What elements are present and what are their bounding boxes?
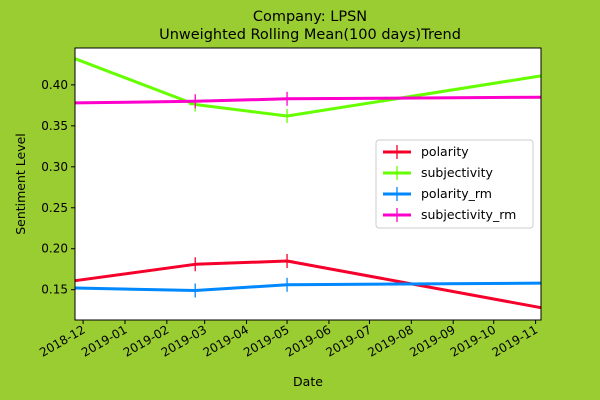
series-markers: [189, 91, 294, 298]
data-point-polarity: [281, 254, 294, 269]
plot-frame: [74, 47, 542, 321]
legend-item-polarity: polarity: [383, 144, 469, 159]
y-tick-label: 0.35: [41, 119, 68, 133]
data-point-polarity: [189, 257, 202, 272]
y-tick-label: 0.15: [41, 283, 68, 297]
y-axis-ticks: 0.15 0.20 0.25 0.30 0.35 0.40: [41, 78, 75, 297]
series-line-subjectivity_rm: [74, 95, 542, 105]
data-point-polarity_rm: [189, 283, 202, 298]
series-line-subjectivity: [74, 57, 542, 118]
legend: polarity subjectivity polarity_rm subjectiv…: [375, 139, 534, 229]
data-point-subjectivity: [281, 109, 294, 123]
y-tick-label: 0.40: [41, 78, 68, 92]
legend-box: [375, 139, 534, 229]
legend-label: subjectivity: [421, 165, 494, 180]
data-point-subjectivity_rm: [281, 91, 294, 106]
legend-label: subjectivity_rm: [421, 207, 516, 222]
y-axis-label: Sentiment Level: [13, 133, 28, 235]
legend-item-subjectivity: subjectivity: [383, 165, 494, 180]
legend-item-subjectivity_rm: subjectivity_rm: [383, 207, 516, 222]
chart-title: Company: LPSN: [253, 9, 367, 25]
x-axis-label: Date: [293, 374, 323, 389]
series-line-polarity_rm: [74, 281, 542, 292]
data-point-subjectivity_rm: [189, 94, 202, 109]
legend-label: polarity_rm: [421, 186, 492, 201]
data-point-polarity_rm: [281, 277, 294, 292]
series-lines: [74, 57, 542, 310]
legend-item-polarity_rm: polarity_rm: [383, 186, 492, 201]
y-tick-label: 0.25: [41, 201, 68, 215]
legend-label: polarity: [421, 144, 469, 159]
chart-subtitle: Unweighted Rolling Mean(100 days)Trend: [159, 27, 461, 43]
y-tick-label: 0.30: [41, 160, 68, 174]
y-tick-label: 0.20: [41, 242, 68, 256]
